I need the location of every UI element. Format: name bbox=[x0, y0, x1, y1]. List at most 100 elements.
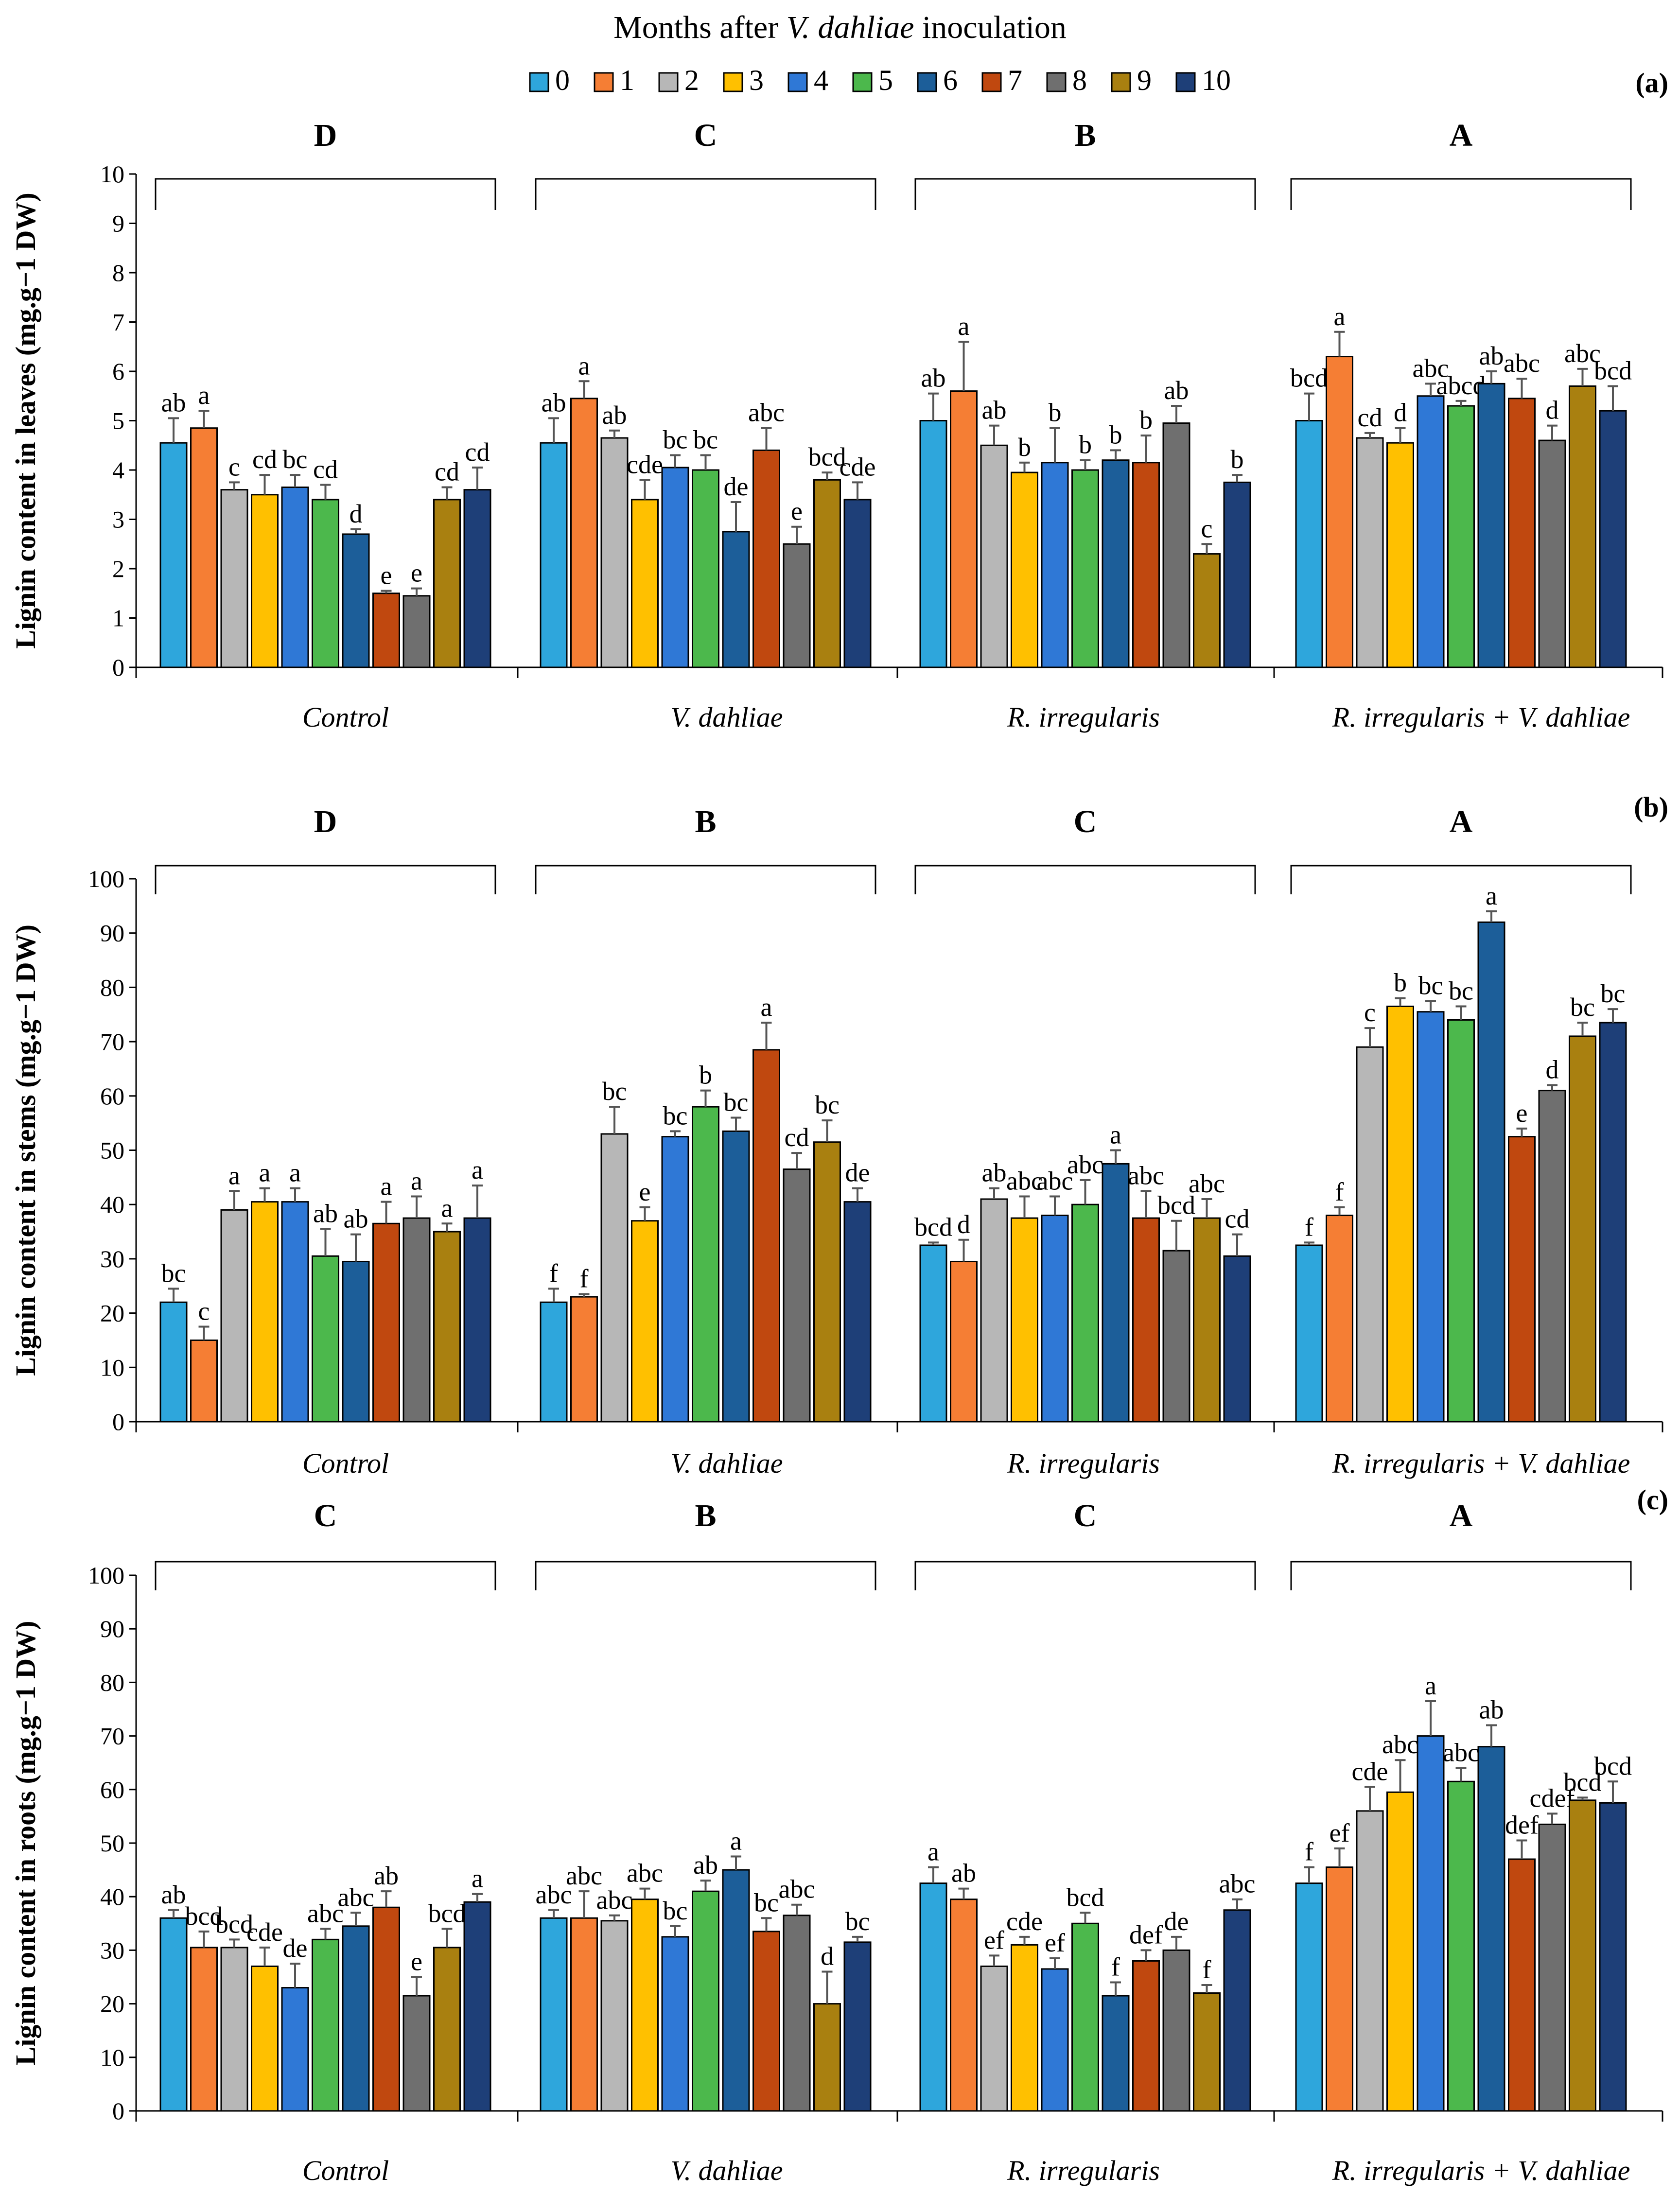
group-letter: B bbox=[695, 1498, 716, 1533]
significance-letter: bcd bbox=[1594, 1751, 1632, 1780]
significance-letter: e bbox=[411, 1947, 422, 1976]
bar bbox=[1041, 462, 1069, 668]
bar bbox=[1041, 1215, 1069, 1423]
significance-letter: ab bbox=[982, 396, 1007, 425]
y-tick-label: 8 bbox=[112, 259, 124, 286]
category-label: V. dahliae bbox=[671, 1447, 783, 1479]
bar bbox=[402, 1995, 431, 2112]
significance-letter: c bbox=[198, 1297, 210, 1326]
significance-letter: cde bbox=[1006, 1907, 1043, 1936]
y-tick-label: 50 bbox=[100, 1829, 124, 1857]
significance-letter: b bbox=[1049, 398, 1062, 427]
bar bbox=[661, 467, 689, 668]
y-tick-label: 10 bbox=[100, 160, 124, 188]
bar bbox=[281, 1987, 309, 2112]
significance-letter: b bbox=[1079, 430, 1092, 459]
significance-letter: bcd bbox=[1067, 1882, 1104, 1912]
group-bracket bbox=[1290, 865, 1632, 894]
bar bbox=[372, 1222, 400, 1423]
bar bbox=[433, 1947, 461, 2112]
significance-letter: bcd bbox=[1157, 1191, 1195, 1220]
significance-letter: bc bbox=[663, 425, 688, 454]
significance-letter: a bbox=[381, 1172, 392, 1201]
y-tick-label: 80 bbox=[100, 1669, 124, 1696]
significance-letter: abc bbox=[338, 1882, 374, 1912]
bar bbox=[600, 437, 629, 668]
significance-letter: abc bbox=[1006, 1166, 1043, 1195]
group-bracket bbox=[155, 1561, 496, 1590]
group-bracket bbox=[535, 178, 876, 210]
y-tick-label: 30 bbox=[100, 1936, 124, 1964]
significance-letter: ab bbox=[951, 1859, 976, 1888]
significance-letter: b bbox=[1231, 445, 1244, 474]
significance-letter: a bbox=[1425, 1671, 1436, 1700]
group-bracket bbox=[1290, 178, 1632, 210]
bar bbox=[1356, 1046, 1384, 1423]
y-tick-label: 40 bbox=[100, 1883, 124, 1910]
bar bbox=[342, 533, 370, 668]
significance-letter: bc bbox=[602, 1077, 627, 1106]
bar bbox=[1417, 1735, 1445, 2112]
bar bbox=[1193, 553, 1221, 668]
group-bracket bbox=[914, 865, 1256, 894]
significance-letter: a bbox=[958, 312, 970, 341]
significance-letter: cd bbox=[435, 457, 459, 487]
bar bbox=[1071, 1922, 1099, 2112]
significance-letter: a bbox=[578, 351, 590, 380]
bar bbox=[1508, 1136, 1536, 1423]
significance-letter: e bbox=[1516, 1098, 1528, 1128]
y-tick-label: 0 bbox=[112, 2097, 124, 2125]
y-tick-label: 10 bbox=[100, 1354, 124, 1381]
bar bbox=[1071, 469, 1099, 668]
significance-letter: cde bbox=[246, 1917, 283, 1947]
legend-swatch-1 bbox=[594, 72, 614, 92]
bar bbox=[919, 420, 947, 668]
significance-letter: bc bbox=[693, 425, 718, 454]
bar bbox=[540, 1917, 568, 2112]
bar bbox=[950, 390, 978, 668]
significance-letter: ab bbox=[542, 388, 566, 417]
group-bracket bbox=[535, 1561, 876, 1590]
significance-letter: bc bbox=[161, 1258, 186, 1288]
significance-letter: def bbox=[1129, 1920, 1163, 1949]
bar bbox=[220, 1209, 248, 1423]
bar bbox=[1223, 481, 1251, 668]
bar bbox=[1417, 395, 1445, 668]
category-label: R. irregularis + V. dahliae bbox=[1332, 2155, 1630, 2186]
significance-letter: abc bbox=[1219, 1869, 1256, 1898]
category-label: V. dahliae bbox=[671, 701, 783, 733]
bar bbox=[540, 442, 568, 668]
group-bracket bbox=[1290, 1561, 1632, 1590]
bar bbox=[631, 499, 659, 668]
bar bbox=[190, 427, 218, 668]
significance-letter: cde bbox=[627, 450, 663, 479]
legend-swatch-8 bbox=[1046, 72, 1067, 92]
significance-letter: c bbox=[228, 452, 240, 481]
bar bbox=[433, 1231, 461, 1423]
legend-label-9: 9 bbox=[1137, 64, 1152, 96]
significance-letter: f bbox=[549, 1258, 558, 1288]
group-letter: A bbox=[1450, 804, 1473, 839]
bar bbox=[1569, 1035, 1596, 1423]
bar bbox=[1193, 1992, 1221, 2112]
legend-swatch-2 bbox=[658, 72, 679, 92]
legend-label-10: 10 bbox=[1202, 64, 1231, 96]
bar bbox=[980, 1198, 1008, 1423]
bar bbox=[463, 1901, 491, 2112]
significance-letter: d bbox=[821, 1941, 834, 1970]
significance-letter: abc bbox=[748, 398, 785, 427]
significance-letter: bc bbox=[663, 1101, 688, 1130]
significance-letter: bcd bbox=[914, 1212, 952, 1241]
bar bbox=[722, 1130, 750, 1423]
y-tick-label: 70 bbox=[100, 1028, 124, 1055]
significance-letter: a bbox=[928, 1837, 939, 1866]
bar bbox=[752, 449, 780, 668]
bar bbox=[251, 494, 279, 668]
significance-letter: bcd bbox=[185, 1901, 223, 1931]
significance-letter: bc bbox=[1601, 979, 1626, 1008]
significance-letter: f bbox=[1305, 1212, 1313, 1241]
significance-letter: b bbox=[699, 1061, 712, 1090]
significance-letter: bc bbox=[663, 1896, 688, 1925]
significance-letter: abc bbox=[1382, 1730, 1418, 1759]
y-tick-label: 2 bbox=[112, 555, 124, 582]
